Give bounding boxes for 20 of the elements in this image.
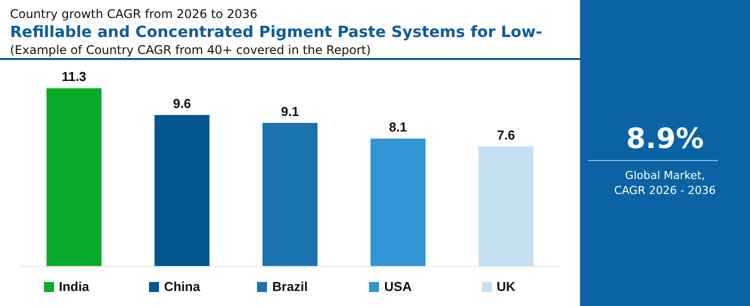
text: 8.9% <box>625 122 705 155</box>
x-tick-label: UK <box>496 279 516 294</box>
bar <box>262 122 318 266</box>
bar <box>154 114 210 266</box>
x-tick-label: India <box>58 279 90 294</box>
data-label: 11.3 <box>62 69 86 84</box>
data-label: 9.6 <box>172 96 192 111</box>
data-label: 7.6 <box>496 127 516 142</box>
chart-title: Refillable and Concentrated Pigment Paste Systems for Low- <box>10 22 544 42</box>
bar <box>370 138 426 266</box>
x-tick-label: China <box>164 279 201 294</box>
text: Country growth CAGR from 2026 to 2036 <box>10 6 258 22</box>
x-tick-label: Brazil <box>272 279 308 294</box>
chart-subtitle: (Example of Country CAGR from 40+ covered in the Report) <box>10 42 372 58</box>
text: Global Market, CAGR 2026 - 2036 <box>613 168 717 198</box>
bar <box>478 146 534 266</box>
data-label: 8.1 <box>388 120 408 135</box>
x-tick-label: USA <box>384 279 412 294</box>
data-label: 9.1 <box>280 104 300 119</box>
bar <box>46 88 102 266</box>
